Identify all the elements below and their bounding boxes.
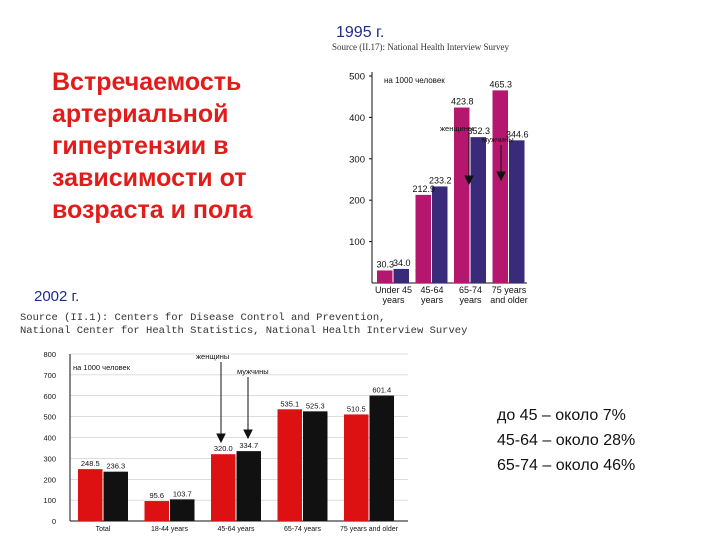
source-1995: Source (II.17): National Health Intervie… bbox=[332, 42, 509, 52]
y-tick-label: 400 bbox=[43, 434, 56, 443]
data-label: 236.3 bbox=[106, 462, 125, 471]
x-tick-label: years bbox=[459, 295, 482, 305]
bar-women bbox=[211, 454, 236, 521]
women-annotation-1995: женщины bbox=[440, 124, 473, 133]
data-label: 95.6 bbox=[149, 491, 164, 500]
data-label: 352.3 bbox=[467, 126, 490, 136]
y-tick-label: 500 bbox=[349, 72, 365, 83]
x-tick-label: 45-64 bbox=[420, 285, 443, 295]
y-tick-label: 600 bbox=[43, 392, 56, 401]
source-2002: Source (II.1): Centers for Disease Contr… bbox=[20, 312, 468, 337]
y-tick-label: 300 bbox=[349, 154, 365, 165]
x-tick-label: Total bbox=[96, 526, 111, 533]
x-tick-label: and older bbox=[490, 295, 528, 305]
y-tick-label: 300 bbox=[43, 454, 56, 463]
bar-men bbox=[170, 499, 195, 521]
bar-women bbox=[144, 501, 169, 521]
unit-note-1995: на 1000 человек bbox=[384, 76, 445, 85]
bar-women bbox=[415, 194, 431, 283]
bar-women bbox=[377, 270, 393, 283]
y-tick-label: 400 bbox=[349, 113, 365, 124]
data-label: 248.5 bbox=[81, 459, 100, 468]
year-1995-label: 1995 г. bbox=[336, 24, 385, 41]
bar-men bbox=[369, 395, 394, 521]
x-tick-label: 18-44 years bbox=[151, 526, 188, 533]
women-annotation-2002: женщины bbox=[196, 352, 229, 361]
data-label: 465.3 bbox=[489, 79, 512, 89]
data-label: 525.3 bbox=[306, 401, 325, 410]
y-tick-label: 0 bbox=[52, 517, 56, 526]
y-tick-label: 200 bbox=[349, 196, 365, 207]
bar-men bbox=[432, 186, 448, 283]
year-2002-label: 2002 г. bbox=[34, 288, 80, 305]
y-tick-label: 800 bbox=[43, 350, 56, 359]
bar-men bbox=[393, 268, 409, 283]
x-tick-label: 75 years bbox=[492, 285, 527, 295]
data-label: 423.8 bbox=[451, 97, 474, 107]
bar-men bbox=[103, 471, 128, 521]
bar-women bbox=[78, 469, 103, 521]
data-label: 233.2 bbox=[429, 175, 452, 185]
x-tick-label: 65-74 bbox=[459, 285, 482, 295]
y-tick-label: 500 bbox=[43, 413, 56, 422]
data-label: 34.0 bbox=[393, 258, 411, 268]
y-tick-label: 200 bbox=[43, 475, 56, 484]
men-annotation-2002: мужчины bbox=[237, 367, 269, 376]
x-tick-label: Under 45 bbox=[375, 285, 412, 295]
y-tick-label: 100 bbox=[43, 496, 56, 505]
x-tick-label: 65-74 years bbox=[284, 526, 321, 533]
stats-block: до 45 – около 7% 45-64 – около 28% 65-74… bbox=[497, 403, 635, 478]
bar-men bbox=[470, 137, 486, 283]
x-tick-label: 45-64 years bbox=[218, 526, 255, 533]
data-label: 30.3 bbox=[376, 259, 394, 269]
y-tick-label: 100 bbox=[349, 237, 365, 248]
stat-line: 45-64 – около 28% bbox=[497, 432, 636, 449]
stat-line: 65-74 – около 46% bbox=[497, 457, 636, 474]
unit-note-2002: на 1000 человек bbox=[73, 363, 131, 372]
bar-men bbox=[236, 451, 261, 521]
data-label: 535.1 bbox=[280, 399, 299, 408]
bar-women bbox=[277, 409, 302, 521]
bar-women bbox=[344, 414, 369, 521]
chart-2002: 0 100 200 300 400 500 600 700 800 248.5 236.3 Total… bbox=[43, 350, 408, 533]
x-tick-label: 75 years and older bbox=[340, 526, 399, 533]
data-label: 320.0 bbox=[214, 444, 233, 453]
x-tick-label: years bbox=[382, 295, 405, 305]
slide-title: Встречаемость артериальной гипертензии в… bbox=[52, 68, 253, 224]
x-tick-label: years bbox=[421, 295, 444, 305]
data-label: 103.7 bbox=[173, 489, 192, 498]
bar-women bbox=[492, 90, 508, 283]
bar-men bbox=[509, 140, 525, 283]
data-label: 510.5 bbox=[347, 404, 366, 413]
bar-men bbox=[303, 411, 328, 521]
data-label: 344.6 bbox=[506, 129, 529, 139]
men-annotation-1995: мужчины bbox=[482, 135, 514, 144]
data-label: 212.9 bbox=[412, 184, 435, 194]
data-label: 601.4 bbox=[372, 385, 391, 394]
stat-line: до 45 – около 7% bbox=[497, 407, 626, 424]
bar-women bbox=[454, 107, 470, 283]
y-tick-label: 700 bbox=[43, 371, 56, 380]
data-label: 334.7 bbox=[239, 441, 258, 450]
